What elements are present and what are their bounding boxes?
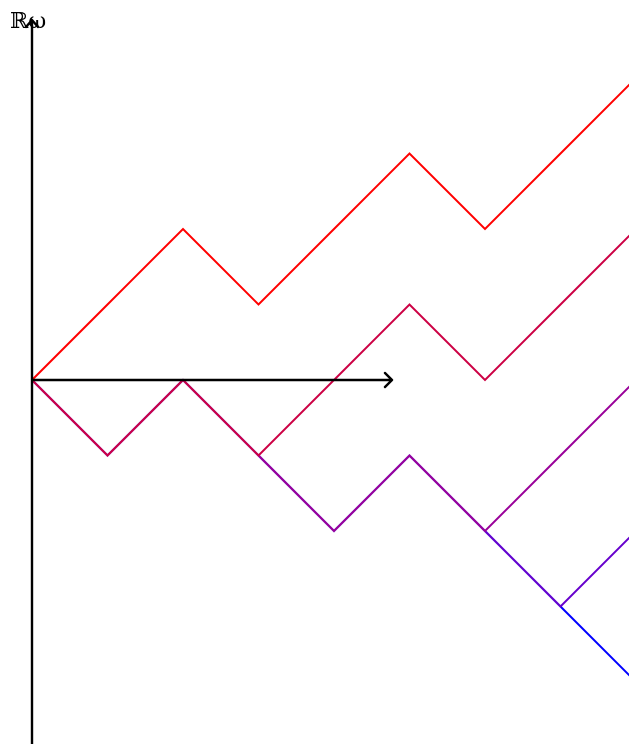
y-axis-label: ℝω <box>10 9 46 34</box>
vertical-axis-arrowhead <box>24 18 40 29</box>
paths-layer <box>31 83 629 677</box>
lattice-path-2 <box>31 234 629 457</box>
horizontal-axis-arrowhead <box>383 371 394 389</box>
lattice-path-1 <box>31 83 629 381</box>
lattice-path-4 <box>31 378 629 608</box>
lattice-path-5 <box>31 378 629 677</box>
lattice-path-3 <box>31 378 629 533</box>
